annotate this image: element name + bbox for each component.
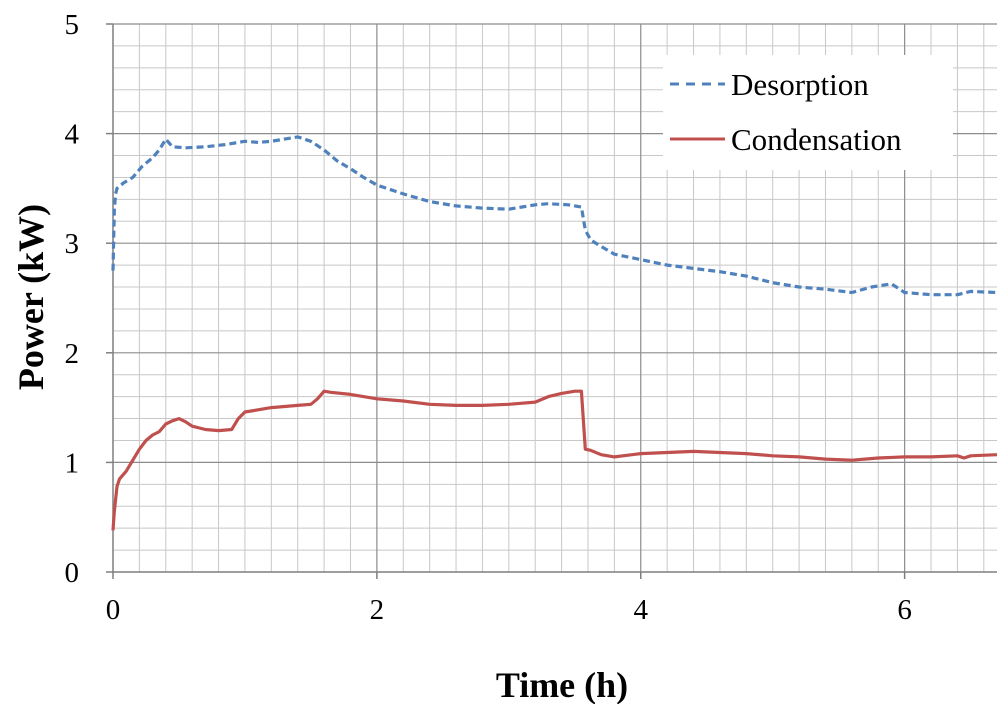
x-tick-label: 0 [106,594,121,626]
y-tick-labels: 0 1 2 3 4 5 [65,9,80,589]
legend-label-condensation: Condensation [731,122,902,157]
x-tick-labels: 0 2 4 6 [106,594,912,626]
axes [106,23,997,579]
x-tick-label: 4 [634,594,649,626]
y-tick-label: 5 [65,9,80,41]
x-axis-title: Time (h) [496,665,628,704]
y-tick-label: 3 [65,228,80,260]
legend-label-desorption: Desorption [731,67,869,102]
y-tick-label: 4 [65,119,80,151]
series-line-condensation [111,389,997,531]
y-tick-label: 0 [65,557,80,589]
y-tick-label: 2 [65,338,80,370]
x-tick-label: 2 [370,594,385,626]
series-lines [111,135,997,531]
series-line-desorption [111,135,997,297]
x-tick-label: 6 [897,594,912,626]
y-tick-label: 1 [65,447,80,479]
y-axis-title: Power (kW) [11,204,51,390]
legend: Desorption Condensation [663,55,953,170]
legend-box [663,55,953,170]
